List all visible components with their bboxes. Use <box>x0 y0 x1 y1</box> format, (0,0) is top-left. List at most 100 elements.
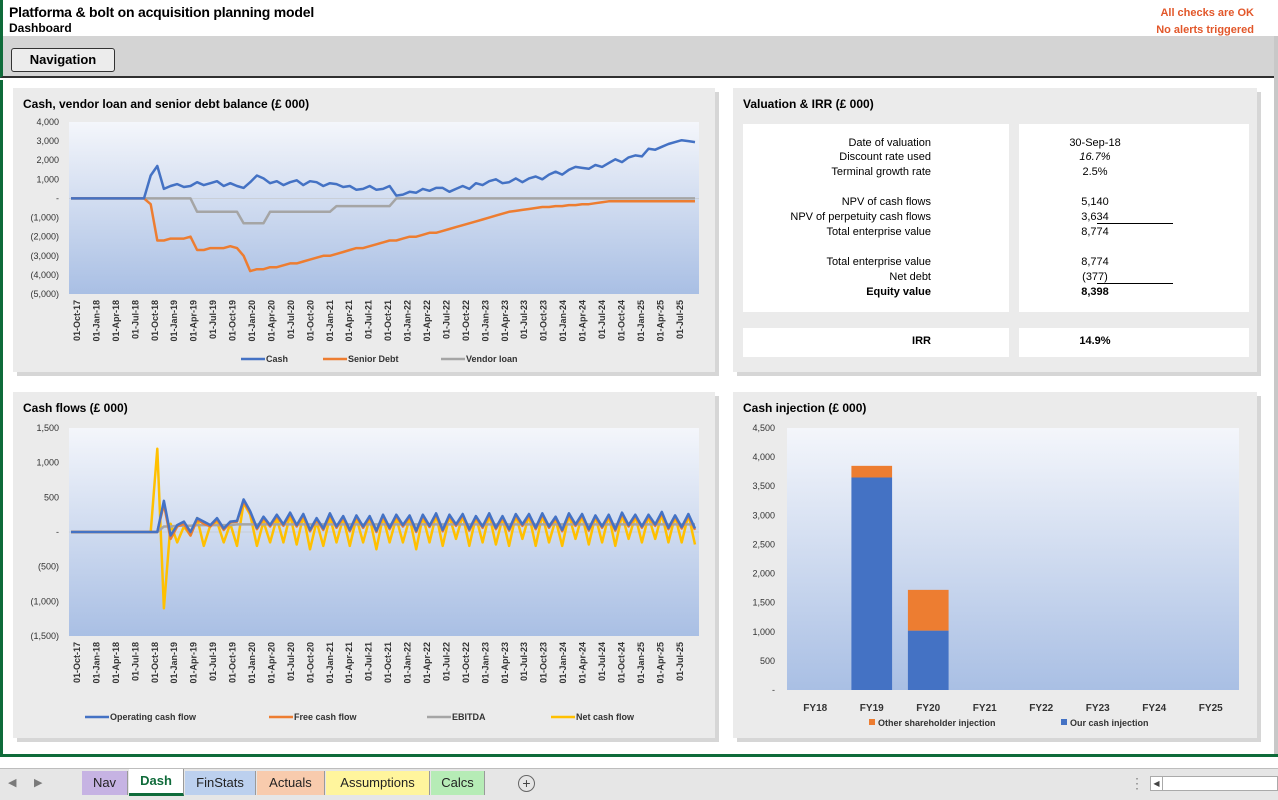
x-tick-label: 01-Oct-20 <box>305 300 315 341</box>
status-panel: All checks are OK No alerts triggered <box>1156 5 1254 39</box>
cashflow-chart[interactable]: 1,500 1,000 500 - (500) (1,000) (1,500) 01-Oct-… <box>13 392 715 738</box>
x-tick-label: 01-Jan-19 <box>169 300 179 342</box>
legend-label: Free cash flow <box>294 712 358 722</box>
x-tick-label: 01-Jul-24 <box>597 642 607 681</box>
y-tick-label: (500) <box>38 562 59 572</box>
x-tick-label: 01-Oct-19 <box>228 642 238 683</box>
y-tick-label: - <box>56 527 59 537</box>
y-tick-label: - <box>772 685 775 695</box>
x-tick-label: FY23 <box>1086 703 1110 714</box>
irr-value-box: 14.9% <box>1019 328 1249 357</box>
valuation-value: 16.7% <box>1079 151 1111 163</box>
valuation-label: NPV of cash flows <box>841 196 931 208</box>
tab-actuals[interactable]: Actuals <box>257 771 325 795</box>
series-line <box>71 197 695 225</box>
tab-dash[interactable]: Dash <box>129 769 184 796</box>
x-tick-label: 01-Apr-22 <box>422 642 432 684</box>
scroll-left-icon[interactable]: ◀ <box>1151 777 1163 790</box>
y-tick-label: 500 <box>44 492 59 502</box>
x-tick-label: 01-Oct-24 <box>616 642 626 683</box>
bar-segment <box>851 477 893 690</box>
scroll-tabs-right-icon[interactable]: ▶ <box>34 777 43 789</box>
x-tick-label: 01-Jan-18 <box>91 300 101 342</box>
alerts-status: No alerts triggered <box>1156 24 1254 36</box>
y-tick-label: 4,000 <box>752 452 775 462</box>
valuation-label: Total enterprise value <box>826 226 931 238</box>
irr-label-box: IRR <box>743 328 1009 357</box>
y-tick-label: 2,500 <box>752 539 775 549</box>
tab-assumptions[interactable]: Assumptions <box>326 771 430 795</box>
sheet-tab-bar: ◀ ▶ Nav Dash FinStats Actuals Assumptions Cal… <box>0 768 1278 800</box>
legend-label: Cash <box>266 354 288 364</box>
y-tick-label: 3,500 <box>752 481 775 491</box>
valuation-label: Discount rate used <box>839 151 931 163</box>
tab-finstats[interactable]: FinStats <box>185 771 256 795</box>
y-tick-label: 2,000 <box>752 569 775 579</box>
series-line <box>71 138 696 200</box>
tab-calcs[interactable]: Calcs <box>431 771 485 795</box>
y-tick-label: 1,000 <box>36 174 59 184</box>
x-tick-label: 01-Jul-23 <box>519 300 529 339</box>
x-tick-label: 01-Jul-22 <box>441 642 451 681</box>
x-tick-label: 01-Apr-18 <box>111 642 121 684</box>
legend-label: Net cash flow <box>576 712 635 722</box>
add-sheet-icon[interactable]: + <box>518 775 535 792</box>
x-tick-label: 01-Jan-19 <box>169 642 179 684</box>
total-rule <box>1097 283 1173 284</box>
x-tick-label: 01-Oct-17 <box>72 642 82 683</box>
x-tick-label: 01-Jan-22 <box>403 300 413 342</box>
x-tick-label: 01-Jan-24 <box>558 642 568 684</box>
horizontal-scrollbar[interactable]: ◀ <box>1150 776 1278 791</box>
y-tick-label: (4,000) <box>30 270 59 280</box>
sheet-edge <box>1274 36 1278 758</box>
injection-panel: Cash injection (£ 000) 4,500 4,000 3,500 3,… <box>733 392 1257 738</box>
valuation-title: Valuation & IRR (£ 000) <box>743 97 874 111</box>
x-tick-label: 01-Jul-19 <box>208 300 218 339</box>
x-tick-label: 01-Jul-25 <box>675 642 685 681</box>
navigation-button[interactable]: Navigation <box>11 48 115 72</box>
balance-chart-title: Cash, vendor loan and senior debt balanc… <box>23 97 310 111</box>
x-tick-label: FY18 <box>803 703 827 714</box>
valuation-value: 2.5% <box>1082 166 1108 178</box>
x-tick-label: 01-Jan-24 <box>558 300 568 342</box>
x-tick-label: 01-Jul-19 <box>208 642 218 681</box>
cashflow-panel: Cash flows (£ 000) 1,500 1,000 500 - (500) (1… <box>13 392 715 738</box>
tab-nav[interactable]: Nav <box>82 771 128 795</box>
y-tick-label: (5,000) <box>30 289 59 299</box>
dashboard-sheet: Cash, vendor loan and senior debt balanc… <box>0 80 1274 757</box>
injection-chart[interactable]: 4,500 4,000 3,500 3,000 2,500 2,000 1,500 1,000… <box>733 392 1257 738</box>
checks-status: All checks are OK <box>1160 7 1254 19</box>
valuation-label: Net debt <box>889 271 931 283</box>
x-tick-label: 01-Jan-21 <box>325 300 335 342</box>
legend-label: EBITDA <box>452 712 486 722</box>
x-tick-label: FY19 <box>860 703 884 714</box>
x-tick-label: 01-Apr-19 <box>189 642 199 684</box>
balance-chart[interactable]: 4,000 3,000 2,000 1,000 - (1,000) (2,000) (3,00… <box>13 88 715 372</box>
x-tick-label: 01-Jul-18 <box>130 300 140 339</box>
valuation-value: 8,398 <box>1081 286 1109 298</box>
y-tick-label: 3,000 <box>36 136 59 146</box>
x-tick-label: FY21 <box>973 703 997 714</box>
x-tick-label: 01-Oct-23 <box>539 642 549 683</box>
legend-label: Vendor loan <box>466 354 518 364</box>
x-tick-label: 01-Apr-24 <box>578 300 588 342</box>
y-tick-label: (1,000) <box>30 213 59 223</box>
series-line <box>71 197 695 273</box>
scroll-tabs-left-icon[interactable]: ◀ <box>8 777 17 789</box>
bar-segment <box>907 630 949 690</box>
x-tick-label: 01-Oct-19 <box>228 300 238 341</box>
y-tick-label: (2,000) <box>30 232 59 242</box>
x-tick-label: 01-Jan-25 <box>636 642 646 684</box>
x-tick-label: 01-Apr-23 <box>500 642 510 684</box>
x-tick-label: 01-Apr-20 <box>266 642 276 684</box>
valuation-value: 30-Sep-18 <box>1069 137 1121 149</box>
page-subtitle: Dashboard <box>9 21 72 35</box>
irr-label: IRR <box>912 335 931 347</box>
x-tick-label: 01-Jul-22 <box>441 300 451 339</box>
x-tick-label: FY20 <box>916 703 940 714</box>
legend-swatch <box>1061 719 1067 725</box>
more-options-icon[interactable]: ⋮ <box>1130 775 1144 791</box>
x-tick-label: 01-Apr-23 <box>500 300 510 342</box>
x-tick-label: 01-Jul-21 <box>364 300 374 339</box>
x-tick-label: 01-Jul-23 <box>519 642 529 681</box>
